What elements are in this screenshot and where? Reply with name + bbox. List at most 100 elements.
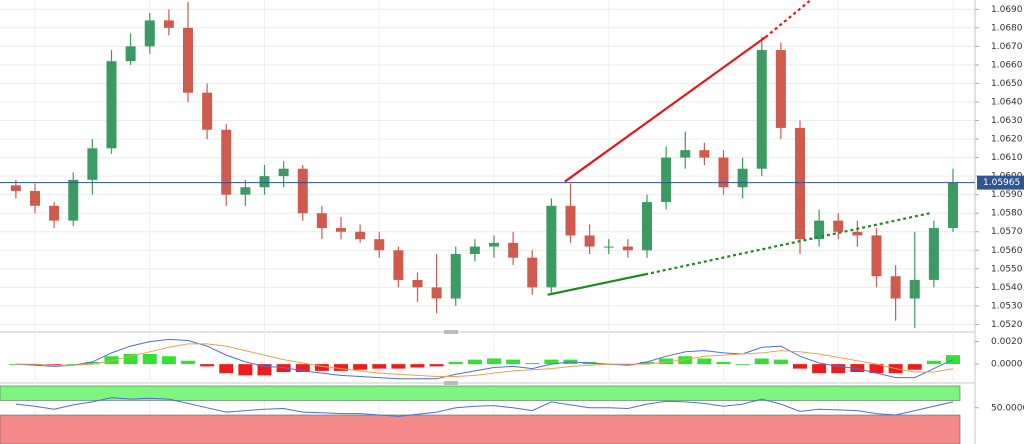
histogram-bar xyxy=(869,364,884,374)
candle-body xyxy=(221,129,232,195)
trendline xyxy=(564,36,767,183)
panel-handle[interactable] xyxy=(444,381,458,385)
y-tick-label: 1.0580 xyxy=(991,209,1023,219)
candle-body xyxy=(795,127,805,240)
candle-body xyxy=(489,242,499,247)
last-price-label: 1.05965 xyxy=(983,178,1020,188)
histogram-bar xyxy=(448,361,463,365)
y-tick-label: 1.0550 xyxy=(991,264,1023,274)
rsi-line xyxy=(15,397,954,417)
histogram-bar xyxy=(487,358,501,365)
histogram-bar xyxy=(429,364,444,367)
histogram-bar xyxy=(506,359,521,365)
histogram-bar xyxy=(219,364,234,374)
candle-body xyxy=(565,205,576,236)
y-tick-label: 1.0640 xyxy=(991,97,1023,107)
candle-body xyxy=(661,157,672,203)
histogram-bar xyxy=(716,361,731,365)
candle-body xyxy=(144,20,155,47)
candle-body xyxy=(546,205,557,288)
candle-body xyxy=(775,50,786,128)
histogram-bar xyxy=(28,364,42,366)
candle-body xyxy=(412,279,423,288)
histogram-bar xyxy=(391,364,406,369)
candle-body xyxy=(508,242,519,258)
candle-body xyxy=(278,168,289,177)
macd-line xyxy=(15,343,954,377)
y-tick-label: 1.0610 xyxy=(991,153,1023,163)
candle-body xyxy=(259,176,270,188)
candle-body xyxy=(928,228,939,280)
y-tick-label: 1.0650 xyxy=(991,79,1023,89)
histogram-bar xyxy=(181,360,195,365)
histogram-bar xyxy=(161,356,176,365)
histogram-bar xyxy=(678,356,693,365)
y-tick-label: 1.0660 xyxy=(991,60,1023,70)
trendline-extension xyxy=(644,212,931,276)
candle-body xyxy=(450,253,461,299)
candle-body xyxy=(336,228,346,232)
histogram-bar xyxy=(104,356,119,365)
histogram-bar xyxy=(467,359,482,365)
histogram-bar xyxy=(735,364,750,365)
candle-body xyxy=(87,148,98,180)
histogram-bar xyxy=(295,364,310,372)
y-tick-label: 0.0000 xyxy=(991,360,1023,370)
histogram-bar xyxy=(334,364,348,371)
histogram-bar xyxy=(907,364,922,370)
histogram-bar xyxy=(47,364,62,366)
candle-body xyxy=(948,182,958,229)
histogram-bar xyxy=(200,364,215,367)
histogram-bar xyxy=(372,364,387,369)
candle-body xyxy=(355,231,366,240)
histogram-bar xyxy=(773,359,788,365)
histogram-bar xyxy=(850,364,865,372)
candle-body xyxy=(622,246,633,251)
histogram-bar xyxy=(659,358,674,365)
candle-body xyxy=(833,220,844,232)
y-tick-label: 1.0570 xyxy=(991,227,1023,237)
y-tick-label: 1.0540 xyxy=(991,283,1023,293)
y-tick-label: 1.0680 xyxy=(991,23,1023,33)
histogram-bar xyxy=(544,359,559,365)
candle-body xyxy=(718,157,729,188)
histogram-bar xyxy=(257,364,272,376)
y-tick-label: 1.0630 xyxy=(991,116,1023,126)
candle-body xyxy=(163,20,174,28)
panel-handle[interactable] xyxy=(444,330,458,334)
candle-body xyxy=(10,185,21,191)
y-tick-label: 1.0520 xyxy=(991,320,1023,330)
histogram-bar xyxy=(812,364,827,374)
histogram-bar xyxy=(697,358,712,365)
rsi-band xyxy=(0,414,961,444)
rsi-band xyxy=(0,385,961,401)
candle-body xyxy=(297,168,308,214)
last-price-box xyxy=(977,175,1024,190)
candle-body xyxy=(49,205,60,221)
candle-body xyxy=(737,168,748,188)
histogram-bar xyxy=(238,364,253,376)
candle-body xyxy=(756,50,767,169)
y-tick-label: 1.0670 xyxy=(991,42,1023,52)
y-tick-label: 1.0620 xyxy=(991,135,1023,145)
y-tick-label: 1.0690 xyxy=(991,5,1023,15)
histogram-bar xyxy=(410,364,425,368)
candle-body xyxy=(68,179,79,221)
candle-body xyxy=(240,187,251,195)
y-tick-label: 50.0000 xyxy=(991,403,1024,413)
candle-body xyxy=(909,279,920,299)
histogram-bar xyxy=(831,364,846,374)
candle-body xyxy=(642,202,652,251)
candle-body xyxy=(852,231,863,236)
histogram-bar xyxy=(66,364,81,365)
histogram-bar xyxy=(353,364,368,370)
candle-body xyxy=(584,235,595,247)
trendline-extension xyxy=(764,0,813,38)
candle-body xyxy=(527,257,538,288)
candle-body xyxy=(106,61,117,149)
histogram-bar xyxy=(276,364,291,372)
y-tick-label: 1.0590 xyxy=(991,190,1023,200)
